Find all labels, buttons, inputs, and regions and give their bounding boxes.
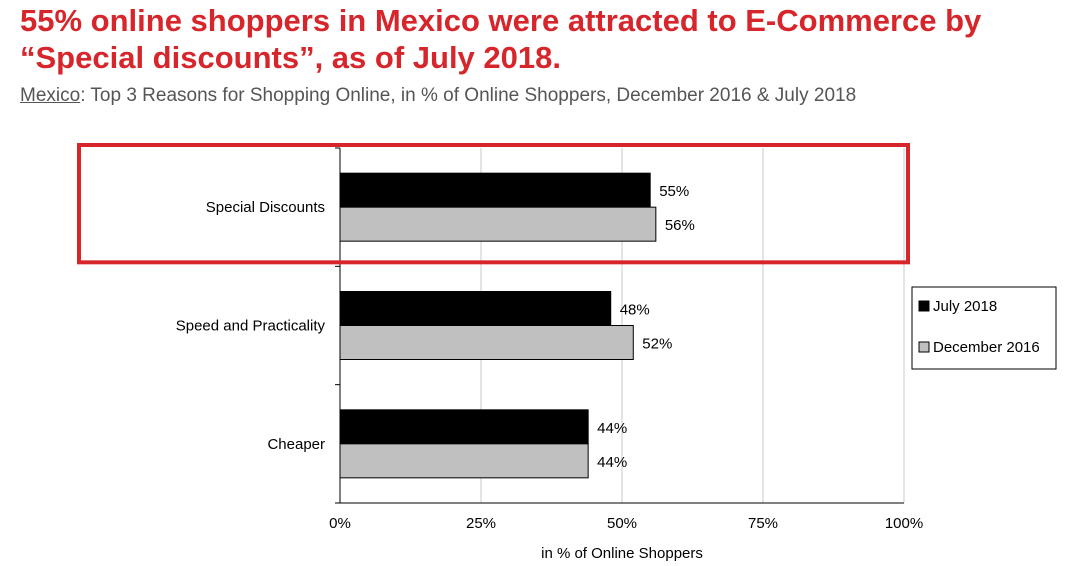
x-tick-label: 25% [466, 515, 496, 532]
subtitle-region: Mexico [20, 85, 81, 106]
x-tick-label: 50% [607, 515, 637, 532]
page-title: 55% online shoppers in Mexico were attra… [20, 3, 982, 75]
legend-box [911, 286, 1057, 370]
data-label: 44% [597, 454, 627, 471]
bar-july-2018 [339, 409, 589, 445]
bar-july-2018 [339, 172, 651, 208]
legend-label: December 2016 [933, 339, 1040, 356]
data-label: 48% [620, 302, 650, 319]
bar-december-2016 [339, 206, 657, 242]
x-tick-label: 0% [329, 515, 351, 532]
data-label: 56% [665, 217, 695, 234]
legend-swatch-july-2018 [918, 300, 930, 312]
category-label: Cheaper [267, 436, 325, 453]
highlight-box [77, 143, 910, 265]
bar-july-2018 [339, 291, 612, 326]
subtitle-text: : Top 3 Reasons for Shopping Online, in … [80, 85, 857, 106]
data-label: 55% [659, 183, 689, 200]
x-tick-label: 75% [748, 515, 778, 532]
x-axis-title: in % of Online Shoppers [541, 545, 703, 562]
bar-december-2016 [339, 325, 634, 360]
x-tick-label: 100% [885, 515, 923, 532]
data-label: 52% [642, 336, 672, 353]
chart-subtitle: Mexico: Top 3 Reasons for Shopping Onlin… [20, 84, 856, 108]
legend-swatch-december-2016 [918, 341, 930, 353]
data-label: 44% [597, 420, 627, 437]
bar-december-2016 [339, 443, 589, 479]
category-label: Special Discounts [206, 199, 325, 216]
legend-label: July 2018 [933, 298, 997, 315]
category-label: Speed and Practicality [176, 318, 326, 335]
